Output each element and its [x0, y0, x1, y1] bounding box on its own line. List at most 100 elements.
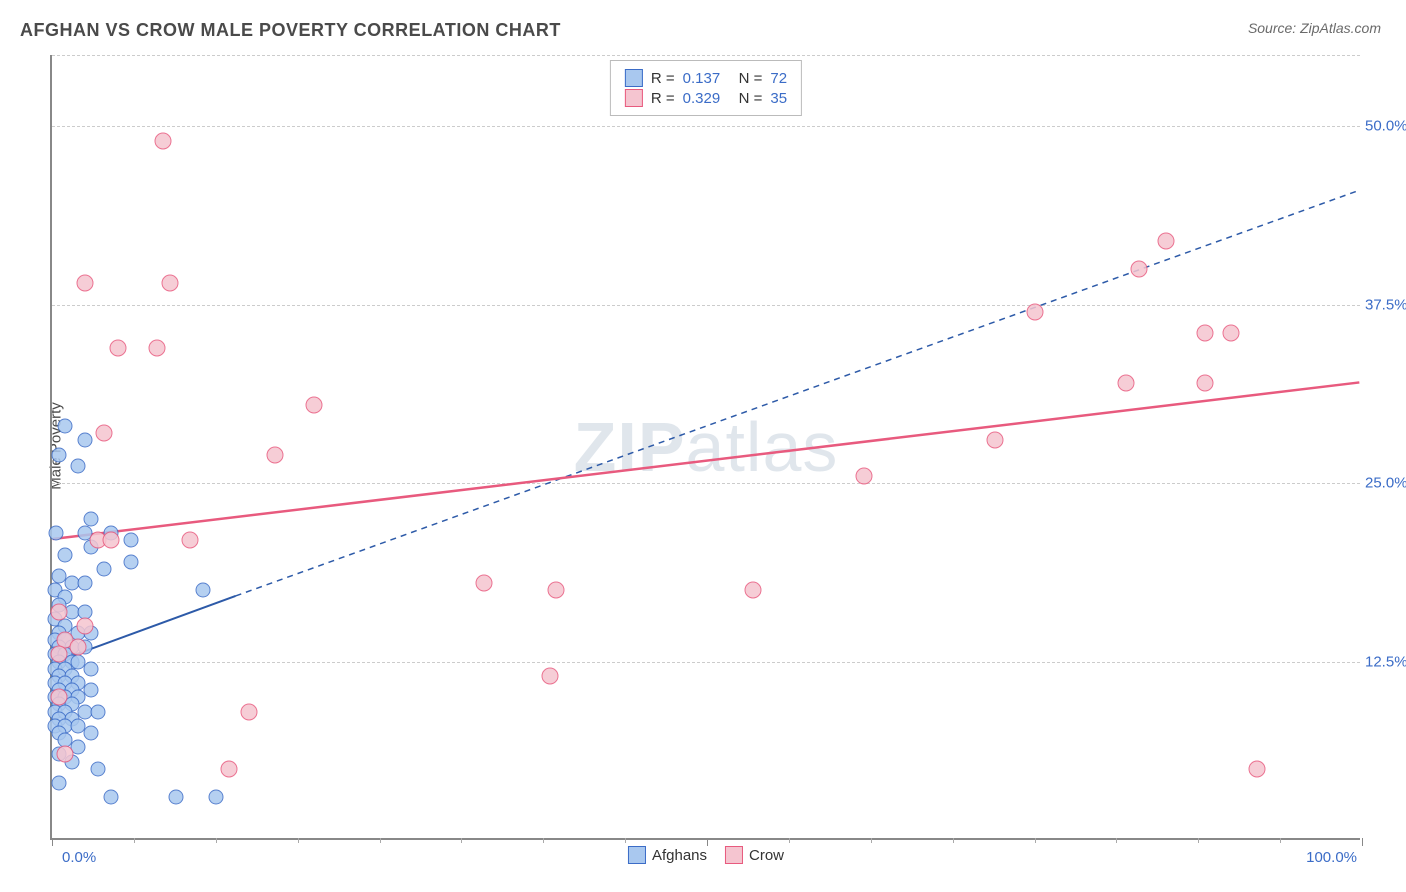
- legend-item: Crow: [725, 846, 784, 864]
- x-tick-minor: [461, 838, 462, 843]
- data-point: [84, 661, 99, 676]
- legend-r-label: R =: [651, 90, 675, 107]
- legend-row: R = 0.137 N = 72: [625, 69, 787, 87]
- watermark-light: atlas: [686, 408, 839, 486]
- legend-n-value: 72: [770, 70, 787, 87]
- legend-n-value: 35: [770, 90, 787, 107]
- legend-series: Afghans Crow: [618, 846, 794, 864]
- gridline: [52, 305, 1360, 306]
- data-point: [1131, 261, 1148, 278]
- gridline: [52, 662, 1360, 663]
- data-point: [50, 689, 67, 706]
- data-point: [58, 419, 73, 434]
- data-point: [220, 760, 237, 777]
- x-tick-minor: [134, 838, 135, 843]
- legend-swatch: [625, 89, 643, 107]
- legend-item-label: Afghans: [652, 847, 707, 864]
- legend-row: R = 0.329 N = 35: [625, 89, 787, 107]
- data-point: [76, 275, 93, 292]
- data-point: [195, 583, 210, 598]
- gridline: [52, 126, 1360, 127]
- data-point: [90, 704, 105, 719]
- data-point: [1196, 375, 1213, 392]
- gridline: [52, 483, 1360, 484]
- data-point: [208, 790, 223, 805]
- legend-item-label: Crow: [749, 847, 784, 864]
- legend-swatch: [625, 69, 643, 87]
- data-point: [77, 576, 92, 591]
- x-tick-minor: [1035, 838, 1036, 843]
- data-point: [1157, 232, 1174, 249]
- legend-n-label: N =: [739, 90, 763, 107]
- x-tick-minor: [1280, 838, 1281, 843]
- data-point: [50, 603, 67, 620]
- legend-n-label: N =: [739, 70, 763, 87]
- x-tick-minor: [789, 838, 790, 843]
- x-tick-minor: [1116, 838, 1117, 843]
- x-tick-minor: [1198, 838, 1199, 843]
- data-point: [84, 725, 99, 740]
- data-point: [476, 575, 493, 592]
- data-point: [744, 582, 761, 599]
- data-point: [90, 761, 105, 776]
- data-point: [161, 275, 178, 292]
- data-point: [169, 790, 184, 805]
- data-point: [97, 561, 112, 576]
- legend-r-value: 0.137: [683, 70, 731, 87]
- x-tick-minor: [871, 838, 872, 843]
- x-label-max: 100.0%: [1306, 849, 1357, 866]
- x-tick-minor: [298, 838, 299, 843]
- x-tick-major: [52, 838, 53, 846]
- legend-r-value: 0.329: [683, 90, 731, 107]
- data-point: [102, 532, 119, 549]
- x-label-min: 0.0%: [62, 849, 96, 866]
- data-point: [50, 646, 67, 663]
- trend-line: [53, 382, 1360, 539]
- chart-container: AFGHAN VS CROW MALE POVERTY CORRELATION …: [0, 0, 1406, 892]
- plot-area: ZIPatlas R =0.137N =72R =0.329N =35 Afgh…: [50, 55, 1360, 840]
- data-point: [109, 339, 126, 356]
- data-point: [58, 547, 73, 562]
- x-tick-minor: [953, 838, 954, 843]
- x-tick-minor: [625, 838, 626, 843]
- data-point: [123, 533, 138, 548]
- legend-swatch: [628, 846, 646, 864]
- y-tick-label: 25.0%: [1365, 475, 1406, 492]
- y-tick-label: 50.0%: [1365, 118, 1406, 135]
- legend-item: Afghans: [628, 846, 707, 864]
- data-point: [1223, 325, 1240, 342]
- data-point: [51, 775, 66, 790]
- watermark-bold: ZIP: [574, 408, 686, 486]
- data-point: [84, 683, 99, 698]
- data-point: [71, 459, 86, 474]
- x-tick-minor: [543, 838, 544, 843]
- x-tick-major: [707, 838, 708, 846]
- data-point: [1249, 760, 1266, 777]
- data-point: [77, 433, 92, 448]
- data-point: [57, 746, 74, 763]
- data-point: [96, 425, 113, 442]
- chart-title: AFGHAN VS CROW MALE POVERTY CORRELATION …: [20, 20, 561, 41]
- x-tick-minor: [380, 838, 381, 843]
- watermark: ZIPatlas: [574, 407, 839, 487]
- x-tick-major: [1362, 838, 1363, 846]
- data-point: [240, 703, 257, 720]
- y-tick-label: 37.5%: [1365, 296, 1406, 313]
- legend-swatch: [725, 846, 743, 864]
- y-tick-label: 12.5%: [1365, 653, 1406, 670]
- data-point: [548, 582, 565, 599]
- data-point: [1026, 303, 1043, 320]
- data-point: [266, 446, 283, 463]
- gridline: [52, 55, 1360, 56]
- legend-r-label: R =: [651, 70, 675, 87]
- data-point: [987, 432, 1004, 449]
- data-point: [1118, 375, 1135, 392]
- data-point: [70, 639, 87, 656]
- data-point: [48, 526, 63, 541]
- data-point: [123, 554, 138, 569]
- data-point: [856, 468, 873, 485]
- chart-source: Source: ZipAtlas.com: [1248, 20, 1381, 36]
- legend-correlation: R = 0.137 N = 72 R = 0.329 N = 35: [610, 60, 802, 116]
- data-point: [541, 667, 558, 684]
- data-point: [1196, 325, 1213, 342]
